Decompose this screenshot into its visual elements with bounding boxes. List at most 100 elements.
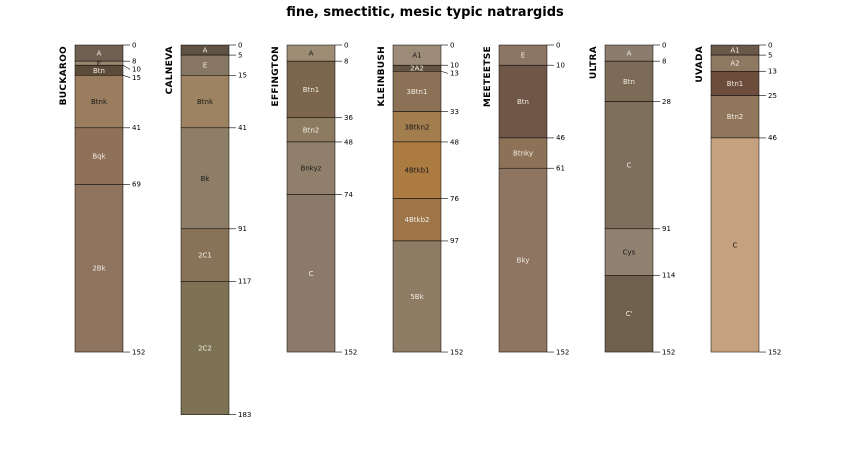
profile-name-label: MEETEETSE	[483, 46, 493, 107]
profile-meeteetse: MEETEETSE E Btn Btnky Bky 0 10 46 61 152	[483, 41, 569, 356]
horizon-label: 2C1	[198, 252, 212, 260]
depth-label: 25	[768, 92, 777, 100]
horizon-label: Btn1	[727, 80, 743, 88]
depth-label: 183	[238, 411, 251, 419]
depth-label: 46	[768, 134, 777, 142]
horizon-rect-3btn1	[392, 71, 442, 112]
depth-tick	[122, 64, 131, 70]
depth-label: 8	[132, 57, 136, 65]
horizon-rect-btn2	[286, 117, 336, 143]
horizon-rect-bk	[180, 127, 230, 230]
depth-label: 61	[556, 165, 565, 173]
horizon-label: Btnk	[197, 98, 214, 106]
horizon-label: Btn	[623, 78, 635, 86]
profile-effington: EFFINGTON A Btn1 Btn2 Bnkyz C 0 8 36 48 74 152	[271, 41, 357, 356]
depth-label: 0	[344, 41, 348, 49]
depth-label: 74	[344, 191, 353, 199]
depth-label: 0	[238, 41, 242, 49]
depth-label: 152	[344, 348, 357, 356]
horizon-label: 2Bk	[92, 265, 106, 273]
horizon-label: Bnkyz	[301, 165, 322, 173]
horizon-rect-bnkyz	[286, 141, 336, 195]
profile-name-label: BUCKAROO	[59, 46, 69, 105]
depth-label: 13	[450, 70, 459, 78]
depth-label: 41	[132, 124, 141, 132]
horizon-label: A2	[730, 60, 739, 68]
depth-label: 28	[662, 98, 671, 106]
horizon-rect-bky	[498, 167, 548, 353]
profile-calneva: CALNEVA AE Btnk Bk 2C1 2C2 0 5 15 41 91 117 183	[165, 41, 251, 419]
horizon-label: C	[309, 270, 314, 278]
horizon-rect-4btkb1	[392, 141, 442, 199]
depth-label: 0	[450, 41, 454, 49]
horizon-label: Cys	[623, 249, 636, 257]
horizon-label: C	[733, 241, 738, 249]
horizon-rect-btn2	[710, 95, 760, 139]
horizon-rect-c	[286, 194, 336, 353]
depth-label: 48	[450, 138, 459, 146]
depth-label: 0	[132, 41, 136, 49]
profile-uvada: UVADA A1 A2 Btn1 Btn2 C 0 5 13 25 46 152	[695, 41, 781, 356]
depth-label: 13	[768, 68, 777, 76]
depth-label: 0	[662, 41, 666, 49]
profile-name-label: CALNEVA	[165, 46, 175, 94]
horizon-label: A1	[412, 52, 421, 60]
horizon-label: E	[203, 62, 207, 70]
depth-label: 114	[662, 272, 676, 280]
depth-label: 48	[344, 138, 353, 146]
depth-label: 33	[450, 108, 459, 116]
depth-label: 69	[132, 181, 141, 189]
horizon-rect-4btkb2	[392, 198, 442, 242]
depth-label: 91	[238, 225, 247, 233]
horizon-label: E	[521, 52, 525, 60]
depth-label: 46	[556, 134, 565, 142]
depth-label: 117	[238, 278, 251, 286]
horizon-label: E	[97, 60, 101, 68]
depth-label: 10	[556, 62, 565, 70]
depth-label: 41	[238, 124, 247, 132]
horizon-rect-btn1	[710, 71, 760, 96]
horizon-label: Bqk	[92, 153, 106, 161]
profile-ultra: ULTRA A Btn C Cys C' 0 8 28 91 114 152	[589, 41, 676, 356]
depth-label: 76	[450, 195, 459, 203]
horizon-rect-bqk	[74, 127, 124, 185]
depth-label: 5	[238, 51, 242, 59]
horizon-rect-btn	[498, 64, 548, 139]
profile-name-label: KLEINBUSH	[377, 46, 387, 107]
horizon-label: Btn1	[303, 86, 319, 94]
depth-label: 152	[556, 348, 569, 356]
horizon-label: C	[627, 162, 632, 170]
horizon-rect-2c2	[180, 281, 230, 415]
depth-label: 15	[238, 72, 247, 80]
profile-name-label: UVADA	[695, 46, 705, 83]
horizon-rect-c'	[604, 275, 654, 353]
horizon-label: 4Btkb1	[405, 167, 430, 175]
depth-label: 15	[132, 74, 141, 82]
depth-label: 0	[768, 41, 772, 49]
horizon-label: A	[97, 50, 102, 58]
horizon-label: Btn2	[727, 113, 743, 121]
figure-title: fine, smectitic, mesic typic natrargids	[286, 5, 564, 20]
depth-label: 91	[662, 225, 671, 233]
horizon-label: 2C2	[198, 345, 212, 353]
horizon-rect-c	[710, 137, 760, 353]
depth-tick	[122, 75, 131, 78]
horizon-label: A	[627, 50, 632, 58]
horizon-label: 3Btkn2	[405, 123, 430, 131]
depth-label: 10	[450, 62, 459, 70]
horizon-label: Btnk	[91, 98, 108, 106]
horizon-label: Btn2	[303, 126, 319, 134]
depth-label: 8	[662, 57, 666, 65]
profile-name-label: ULTRA	[589, 46, 599, 79]
horizon-rect-3btkn2	[392, 111, 442, 143]
horizon-rect-btnky	[498, 137, 548, 169]
horizon-rect-btn1	[286, 60, 336, 118]
horizon-label: Btnky	[513, 150, 533, 158]
horizon-label: A	[203, 47, 208, 55]
depth-label: 152	[768, 348, 781, 356]
horizon-rect-5bk	[392, 240, 442, 353]
profile-kleinbush: KLEINBUSH A1 2A2 3Btn1 3Btkn2 4Btkb1 4Btkb2 5Bk…	[377, 41, 463, 356]
